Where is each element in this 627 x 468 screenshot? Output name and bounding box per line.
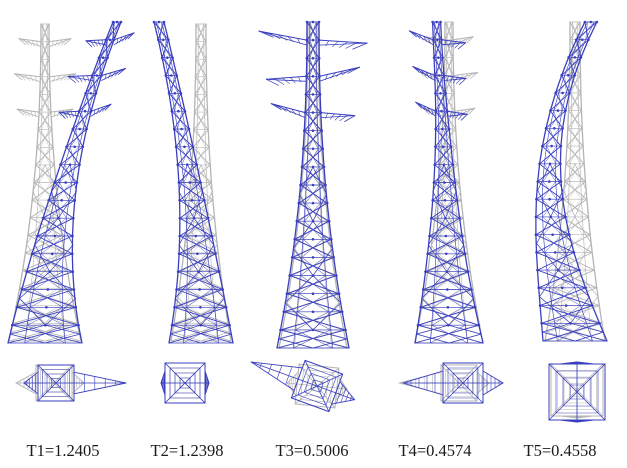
mode-1-plan-view	[15, 364, 127, 402]
mode-5-deformed	[534, 20, 608, 342]
mode-1-deformed	[7, 20, 135, 344]
mode-label-t1: T1=1.2405	[26, 441, 100, 460]
mode-2-plan-view	[160, 362, 210, 404]
mode-4-deformed	[408, 20, 484, 344]
mode-label-t4: T4=0.4574	[398, 441, 472, 460]
mode-1-undeformed	[8, 23, 82, 342]
mode-label-t2: T2=1.2398	[150, 441, 224, 460]
mode-3-deformed	[258, 20, 368, 349]
mode-3-plan-view	[250, 359, 356, 413]
mode-5-plan-view	[548, 361, 606, 423]
mode-2-deformed	[152, 20, 234, 344]
mode-4-plan-view	[398, 362, 504, 404]
mode-label-t3: T3=0.5006	[275, 441, 349, 460]
mode-label-t5: T5=0.4558	[523, 441, 597, 460]
